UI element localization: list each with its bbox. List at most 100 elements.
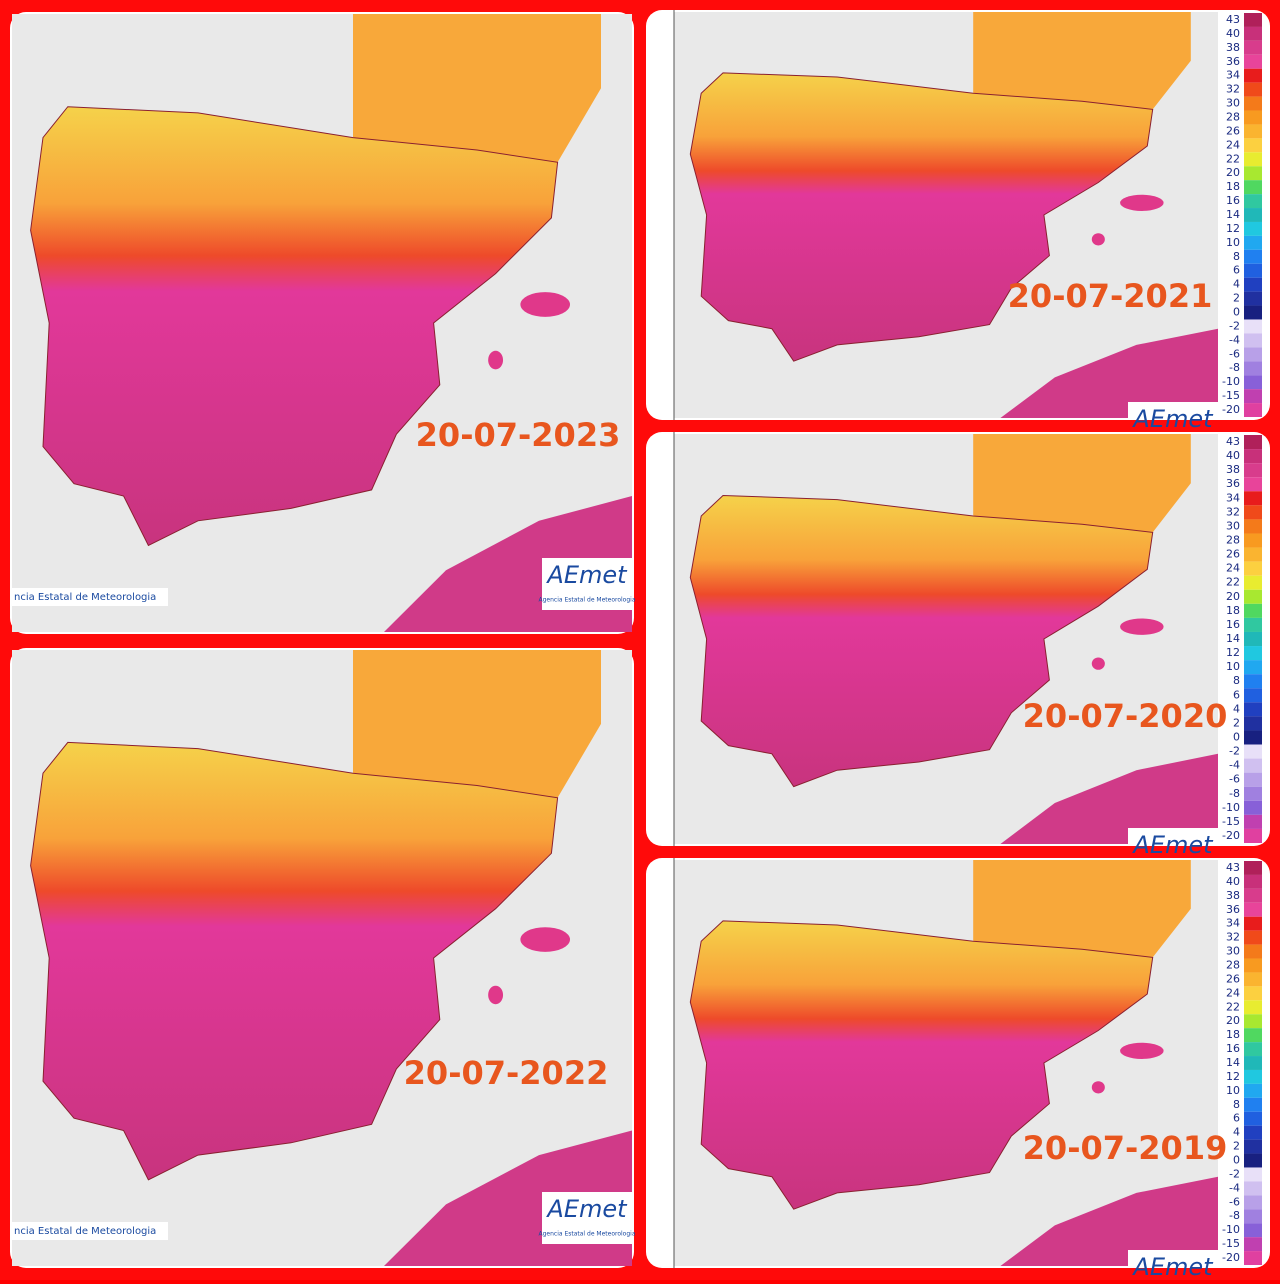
island xyxy=(520,927,570,952)
legend-label: -15 xyxy=(1222,815,1240,828)
legend-label: 28 xyxy=(1226,110,1240,123)
legend-label: 6 xyxy=(1233,688,1240,701)
legend-label: 26 xyxy=(1226,548,1240,561)
logo-box xyxy=(1128,402,1218,420)
africa xyxy=(1000,328,1218,418)
legend-label: 34 xyxy=(1226,491,1240,504)
legend-swatch xyxy=(1244,646,1262,661)
legend-label: 8 xyxy=(1233,1098,1240,1111)
legend-label: 14 xyxy=(1226,208,1240,221)
legend-swatch xyxy=(1244,124,1262,139)
legend-swatch xyxy=(1244,786,1262,801)
legend-swatch xyxy=(1244,575,1262,590)
legend-label: -6 xyxy=(1229,347,1240,360)
legend-swatch xyxy=(1244,660,1262,675)
legend-swatch xyxy=(1244,375,1262,390)
legend-label: 26 xyxy=(1226,972,1240,985)
iberia xyxy=(30,741,559,1181)
legend-label: 4 xyxy=(1233,278,1240,291)
legend-swatch xyxy=(1244,958,1262,973)
legend-swatch xyxy=(1244,319,1262,334)
legend-label: 10 xyxy=(1226,660,1240,673)
legend-label: 30 xyxy=(1226,97,1240,110)
credit: ncia Estatal de Meteorologia xyxy=(14,592,156,603)
legend-swatch xyxy=(1244,617,1262,632)
legend-label: 16 xyxy=(1226,618,1240,631)
africa xyxy=(1000,753,1218,844)
legend-label: 30 xyxy=(1226,945,1240,958)
date-label: 20-07-2023 xyxy=(416,416,621,454)
legend-label: 30 xyxy=(1226,519,1240,532)
credit-box xyxy=(12,588,168,606)
legend-label: 40 xyxy=(1226,449,1240,462)
legend-swatch xyxy=(1244,1083,1262,1098)
legend-label: 20 xyxy=(1226,590,1240,603)
legend-swatch xyxy=(1244,194,1262,209)
legend-swatch xyxy=(1244,986,1262,1001)
legend-swatch xyxy=(1244,505,1262,520)
legend-label: 4 xyxy=(1233,702,1240,715)
france xyxy=(973,434,1191,533)
legend-swatch xyxy=(1244,1167,1262,1182)
date-label: 20-07-2020 xyxy=(1023,697,1228,735)
legend-label: -2 xyxy=(1229,1167,1240,1180)
island xyxy=(1120,618,1164,635)
legend-swatch xyxy=(1244,403,1262,417)
legend-label: 20 xyxy=(1226,1014,1240,1027)
legend-label: -6 xyxy=(1229,773,1240,786)
legend-label: 2 xyxy=(1233,292,1240,305)
legend-swatch xyxy=(1244,1069,1262,1084)
legend-label: 14 xyxy=(1226,1056,1240,1069)
island xyxy=(1091,1081,1105,1094)
iberia xyxy=(689,72,1154,362)
legend-swatch xyxy=(1244,1195,1262,1210)
legend-label: 0 xyxy=(1233,306,1240,319)
date-label: 20-07-2022 xyxy=(404,1054,609,1092)
legend-swatch xyxy=(1244,40,1262,55)
island xyxy=(1120,1042,1164,1059)
legend-swatch xyxy=(1244,1139,1262,1154)
legend-label: -2 xyxy=(1229,319,1240,332)
logo: AEmet xyxy=(545,561,628,589)
legend-swatch xyxy=(1244,702,1262,717)
legend-swatch xyxy=(1244,180,1262,195)
legend-label: 24 xyxy=(1226,986,1240,999)
legend-label: 16 xyxy=(1226,194,1240,207)
legend-swatch xyxy=(1244,235,1262,250)
legend-swatch xyxy=(1244,1042,1262,1057)
iberia xyxy=(689,494,1154,788)
legend-label: -8 xyxy=(1229,1209,1240,1222)
legend-label: -15 xyxy=(1222,389,1240,402)
legend-swatch xyxy=(1244,1251,1262,1265)
legend-swatch xyxy=(1244,1223,1262,1238)
legend-label: 34 xyxy=(1226,917,1240,930)
legend-swatch xyxy=(1244,54,1262,69)
legend-swatch xyxy=(1244,1125,1262,1140)
legend-label: -10 xyxy=(1222,1223,1240,1236)
legend-swatch xyxy=(1244,138,1262,153)
legend-label: -4 xyxy=(1229,1181,1240,1194)
legend-label: 10 xyxy=(1226,1084,1240,1097)
legend-label: 38 xyxy=(1226,463,1240,476)
france xyxy=(353,14,601,163)
island xyxy=(1091,233,1105,246)
legend-swatch xyxy=(1244,361,1262,376)
legend-swatch xyxy=(1244,631,1262,647)
logo: AEmet xyxy=(1131,831,1214,859)
france xyxy=(973,12,1191,110)
legend-swatch xyxy=(1244,874,1262,889)
legend-swatch xyxy=(1244,772,1262,787)
logo: AEmet xyxy=(1131,405,1214,433)
logo-subtitle: Agencia Estatal de Meteorologia xyxy=(539,597,636,604)
legend-swatch xyxy=(1244,603,1262,618)
legend-label: 24 xyxy=(1226,138,1240,151)
legend-swatch xyxy=(1244,110,1262,125)
legend-label: 16 xyxy=(1226,1042,1240,1055)
legend-label: 34 xyxy=(1226,69,1240,82)
legend-swatch xyxy=(1244,291,1262,306)
legend-label: -20 xyxy=(1222,403,1240,416)
legend-swatch xyxy=(1244,449,1262,464)
legend-swatch xyxy=(1244,561,1262,576)
legend-label: 4 xyxy=(1233,1126,1240,1139)
legend-swatch xyxy=(1244,902,1262,917)
